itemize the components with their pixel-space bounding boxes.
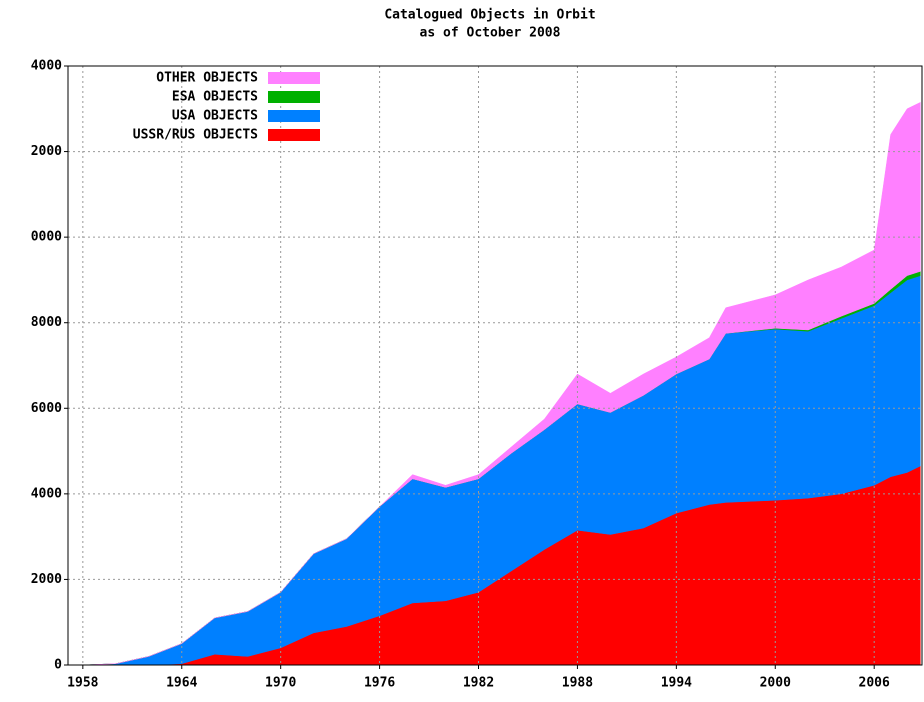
x-tick-label: 1988 <box>562 676 593 691</box>
legend-swatch <box>268 91 320 103</box>
x-tick-label: 1970 <box>265 676 296 691</box>
area <box>82 101 921 666</box>
y-tick-label: 2000 <box>31 144 62 159</box>
y-tick-label: 2000 <box>31 572 62 587</box>
y-tick-label: 0 <box>54 658 62 673</box>
y-tick-label: 4000 <box>31 486 62 501</box>
x-tick-label: 1994 <box>661 676 692 691</box>
legend-label: ESA OBJECTS <box>172 90 258 105</box>
plot-frame <box>67 65 923 666</box>
y-tick-label: 4000 <box>31 59 62 74</box>
legend-label: USSR/RUS OBJECTS <box>133 128 258 143</box>
x-tick-label: 2000 <box>760 676 791 691</box>
x-tick-label: 1982 <box>463 676 494 691</box>
x-tick-label: 1964 <box>166 676 197 691</box>
x-tick-label: 1976 <box>364 676 395 691</box>
legend-swatch <box>268 110 320 122</box>
x-tick-label: 1958 <box>67 676 98 691</box>
legend-label: USA OBJECTS <box>172 109 258 124</box>
y-tick-label: 0000 <box>31 230 62 245</box>
legend-label: OTHER OBJECTS <box>156 71 258 86</box>
legend-swatch <box>268 129 320 141</box>
x-tick-label: 2006 <box>859 676 890 691</box>
y-tick-label: 8000 <box>31 315 62 330</box>
y-tick-label: 6000 <box>31 401 62 416</box>
chart-subtitle: as of October 2008 <box>420 26 561 41</box>
chart-title: Catalogued Objects in Orbit <box>384 8 595 23</box>
legend-swatch <box>268 72 320 84</box>
